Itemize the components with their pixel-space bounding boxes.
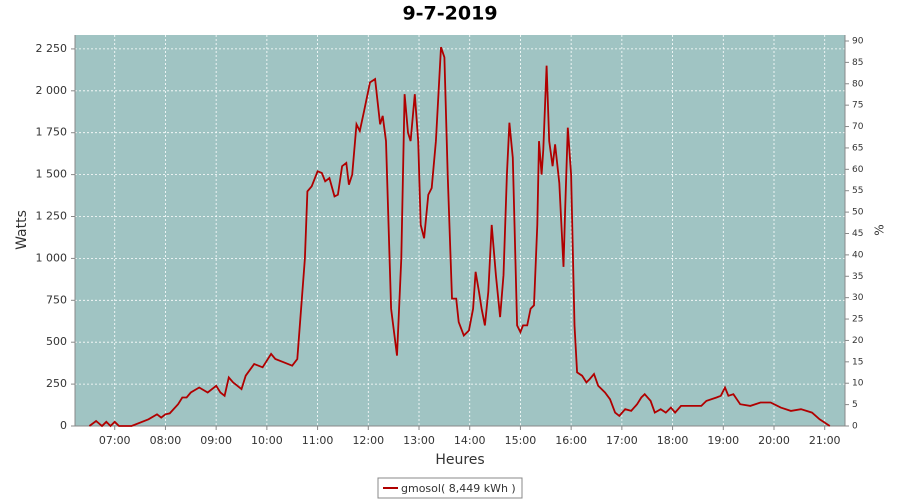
y2-tick-label: 75 bbox=[852, 101, 863, 111]
y2-axis-label: % bbox=[873, 224, 887, 235]
y2-tick-label: 85 bbox=[852, 58, 863, 68]
y-tick-label: 0 bbox=[60, 419, 67, 432]
x-tick-label: 21:00 bbox=[809, 434, 841, 447]
y2-tick-label: 0 bbox=[852, 422, 858, 432]
x-tick-label: 11:00 bbox=[302, 434, 334, 447]
x-tick-label: 14:00 bbox=[454, 434, 486, 447]
y-tick-label: 1 500 bbox=[36, 168, 68, 181]
x-tick-label: 08:00 bbox=[150, 434, 182, 447]
x-tick-label: 07:00 bbox=[99, 434, 131, 447]
x-tick-label: 17:00 bbox=[606, 434, 638, 447]
y2-tick-label: 60 bbox=[852, 165, 864, 175]
y2-tick-label: 15 bbox=[852, 357, 863, 367]
y-tick-label: 500 bbox=[46, 335, 67, 348]
line-series bbox=[88, 46, 831, 428]
y2-tick-label: 80 bbox=[852, 79, 864, 89]
y-tick-label: 750 bbox=[46, 293, 67, 306]
y2-tick-label: 65 bbox=[852, 143, 863, 153]
y2-tick-label: 10 bbox=[852, 379, 864, 389]
y2-tick-label: 45 bbox=[852, 229, 863, 239]
y-tick-label: 2 000 bbox=[36, 84, 68, 97]
x-axis-label: Heures bbox=[435, 452, 484, 468]
y-tick-label: 1 750 bbox=[36, 126, 68, 139]
y2-tick-label: 90 bbox=[852, 36, 864, 46]
chart-title: 9-7-2019 bbox=[402, 3, 497, 25]
y-tick-label: 1 000 bbox=[36, 251, 68, 264]
x-tick-label: 15:00 bbox=[505, 434, 537, 447]
plot-area bbox=[75, 35, 845, 426]
y-tick-label: 1 250 bbox=[36, 210, 68, 223]
y-axis-label: Watts bbox=[14, 210, 30, 250]
x-tick-label: 10:00 bbox=[251, 434, 283, 447]
x-tick-label: 13:00 bbox=[403, 434, 435, 447]
y2-tick-label: 5 bbox=[852, 400, 858, 410]
x-tick-label: 18:00 bbox=[657, 434, 689, 447]
legend bbox=[377, 477, 523, 499]
x-tick-label: 19:00 bbox=[707, 434, 739, 447]
x-tick-label: 09:00 bbox=[200, 434, 232, 447]
x-tick-label: 12:00 bbox=[352, 434, 384, 447]
x-tick-label: 16:00 bbox=[555, 434, 587, 447]
y-tick-label: 250 bbox=[46, 377, 67, 390]
y2-tick-label: 20 bbox=[852, 336, 864, 346]
y2-tick-label: 50 bbox=[852, 208, 864, 218]
y2-tick-label: 40 bbox=[852, 250, 864, 260]
legend-label: gmosol( 8,449 kWh ) bbox=[401, 482, 516, 495]
y2-tick-label: 30 bbox=[852, 293, 864, 303]
y2-tick-label: 70 bbox=[852, 122, 864, 132]
y2-tick-label: 25 bbox=[852, 315, 863, 325]
x-tick-label: 20:00 bbox=[758, 434, 790, 447]
y-tick-label: 2 250 bbox=[36, 42, 68, 55]
y2-tick-label: 35 bbox=[852, 272, 863, 282]
y2-tick-label: 55 bbox=[852, 186, 863, 196]
